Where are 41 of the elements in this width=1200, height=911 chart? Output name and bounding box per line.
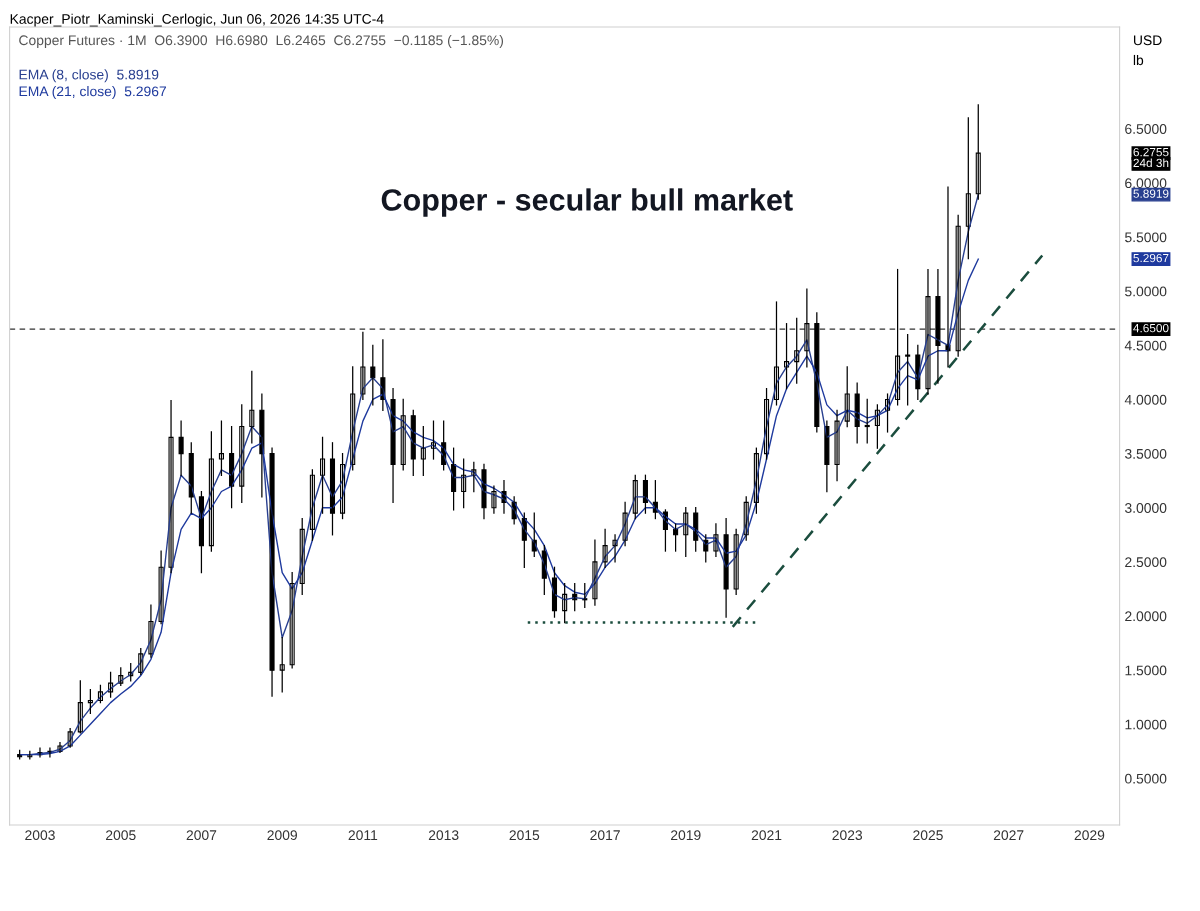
text: lb <box>1133 54 1144 66</box>
x-tick-label: 2003 <box>25 830 55 841</box>
y-tick-label: 4.5000 <box>1124 340 1167 351</box>
y-tick-label: 3.5000 <box>1124 448 1167 459</box>
x-tick-label: 2005 <box>106 830 136 841</box>
y-tick-label: 1.0000 <box>1125 719 1167 730</box>
text: EMA (21, close) <box>19 86 116 99</box>
y-tick-label: 5.0000 <box>1125 286 1167 297</box>
x-tick-label: 2023 <box>832 830 863 841</box>
annotation: Copper Futures · 1M O6.3900 H6.6980 L6.2465 C6.2755 −0.1185 (−1.85%) <box>19 34 504 48</box>
x-tick-label: 2009 <box>267 830 297 841</box>
text: Copper - secular bull market <box>381 188 793 217</box>
x-tick-label: 2013 <box>428 830 459 841</box>
text: Kacper_Piotr_Kaminski_Cerlogic, Jun 06, 2026 14:35 UTC-4 <box>10 13 384 27</box>
text: EMA (8, close) <box>19 69 108 83</box>
x-tick-label: 2015 <box>509 830 540 841</box>
y-tick-label: 3.0000 <box>1124 503 1167 513</box>
y-tick-label: 1.5000 <box>1125 665 1167 676</box>
y-tick-label: 6.5000 <box>1125 124 1167 134</box>
x-tick-label: 2025 <box>913 830 943 841</box>
text: 24d 3h <box>1133 158 1169 168</box>
text: 6.2755 <box>1133 147 1169 157</box>
y-tick-label: 4.0000 <box>1124 394 1167 405</box>
text: 5.2967 <box>1133 253 1169 263</box>
x-tick-label: 2029 <box>1074 830 1105 841</box>
x-tick-label: 2011 <box>348 830 378 841</box>
y-tick-label: 0.5000 <box>1125 773 1167 784</box>
y-tick-label: 6.0000 <box>1125 178 1167 189</box>
text: 5.8919 <box>1133 189 1169 198</box>
x-tick-label: 2021 <box>751 830 782 841</box>
x-tick-label: 2019 <box>671 830 701 841</box>
x-tick-label: 2007 <box>186 830 217 841</box>
x-tick-label: 2027 <box>993 830 1024 841</box>
y-tick-label: 2.5000 <box>1125 557 1167 568</box>
ref-line-label: 4.6500 <box>1133 323 1169 333</box>
y-tick-label: 5.5000 <box>1125 232 1167 243</box>
y-tick-label: 2.0000 <box>1125 611 1167 622</box>
annotation: 5.2967 <box>124 86 167 97</box>
annotation: 5.8919 <box>117 69 159 80</box>
x-tick-label: 2017 <box>590 830 620 841</box>
text: USD <box>1133 35 1162 46</box>
